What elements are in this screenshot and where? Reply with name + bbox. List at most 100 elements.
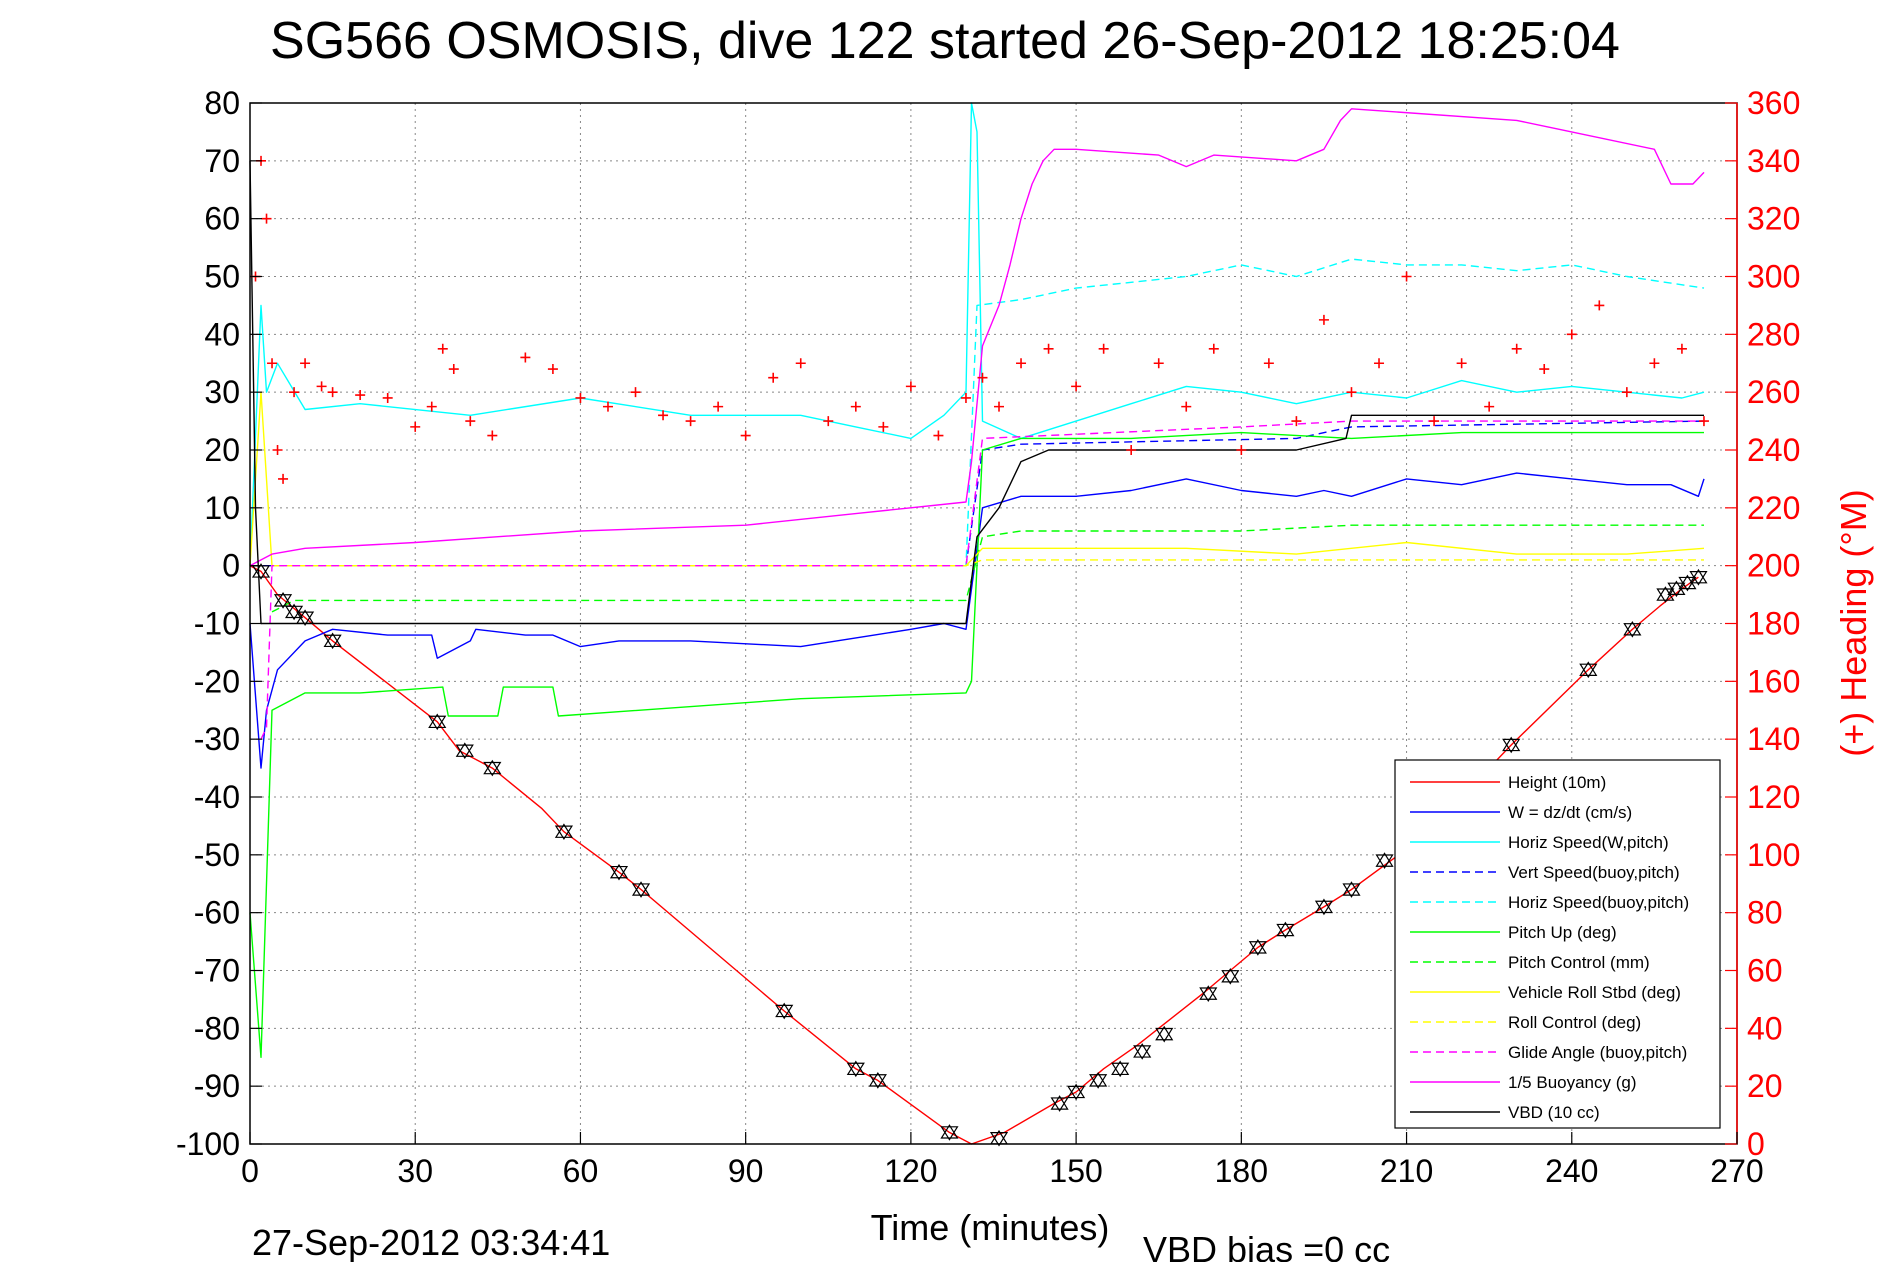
left-tick-label: 10 [204, 490, 240, 526]
heading-marker [1539, 364, 1550, 375]
heading-marker [1071, 381, 1082, 392]
heading-marker [437, 343, 448, 354]
heading-marker [905, 381, 916, 392]
depth-marker-down [1248, 941, 1267, 956]
heading-marker [1649, 358, 1660, 369]
right-tick-label: 80 [1747, 895, 1783, 931]
heading-marker [850, 401, 861, 412]
depth-marker-up [428, 713, 447, 729]
heading-marker [1236, 445, 1247, 455]
legend-label: W = dz/dt (cm/s) [1508, 803, 1632, 822]
heading-marker [327, 387, 338, 398]
depth-marker-up [323, 632, 342, 648]
x-axis-ticks: 0 30 60 90 120 150 180 210 240 270 [241, 1132, 1764, 1189]
right-tick-label: 260 [1747, 374, 1800, 410]
heading-marker [1126, 445, 1137, 455]
depth-marker-down [455, 744, 474, 760]
heading-marker [465, 416, 476, 427]
heading-marker [1401, 271, 1412, 282]
left-tick-label: -20 [194, 663, 240, 699]
series-line-6 [271, 524, 1704, 613]
right-tick-label: 280 [1747, 316, 1800, 352]
legend-label: Roll Control (deg) [1508, 1013, 1641, 1032]
right-tick-label: 240 [1747, 432, 1800, 468]
right-tick-label: 160 [1747, 663, 1800, 699]
heading-marker [267, 358, 278, 369]
depth-marker-up [1502, 736, 1521, 752]
heading-marker [1621, 387, 1632, 398]
right-tick-label: 140 [1747, 721, 1800, 757]
depth-marker-up [1155, 1025, 1174, 1041]
depth-marker-down [631, 883, 651, 898]
heading-marker [1594, 300, 1605, 311]
right-tick-label: 60 [1747, 953, 1783, 989]
right-tick-label: 200 [1747, 548, 1800, 584]
depth-marker-up [1342, 881, 1361, 896]
x-axis-label: Time (minutes) [871, 1207, 1110, 1248]
heading-marker [448, 364, 459, 375]
legend-label: Pitch Control (mm) [1508, 953, 1650, 972]
left-tick-label: 40 [204, 316, 240, 352]
left-tick-label: -10 [194, 606, 240, 642]
depth-marker-up [868, 1072, 887, 1087]
depth-marker-up [273, 592, 293, 607]
heading-marker [289, 387, 300, 398]
heading-markers-layer [250, 155, 1709, 484]
depth-marker-up [775, 1002, 794, 1018]
left-axis-ticks: 80 70 60 50 40 30 20 10 0 -10 -20 -30 -40 -50 -60 -70 -8… [176, 85, 262, 1162]
depth-marker-down [609, 865, 629, 881]
x-tick-label: 270 [1710, 1153, 1763, 1189]
series-line-9 [260, 420, 1704, 740]
depth-marker-up [1050, 1095, 1069, 1110]
x-tick-label: 180 [1215, 1153, 1268, 1189]
depth-marker-down [554, 825, 574, 841]
left-tick-label: -90 [194, 1068, 240, 1104]
heading-marker [382, 392, 393, 403]
x-tick-label: 90 [728, 1153, 764, 1189]
heading-marker [520, 352, 531, 363]
left-tick-label: 50 [204, 259, 240, 295]
heading-marker [1153, 358, 1164, 369]
depth-marker-down [1375, 854, 1394, 869]
right-tick-label: 120 [1747, 779, 1800, 815]
depth-marker-down [483, 761, 502, 777]
depth-marker-down [295, 611, 315, 627]
series-layer [249, 102, 1705, 1145]
heading-marker [713, 401, 724, 412]
depth-marker-down [1067, 1085, 1086, 1101]
left-tick-label: -100 [176, 1126, 240, 1162]
depth-marker-down [428, 715, 447, 731]
heading-marker [1484, 401, 1495, 412]
heading-marker [278, 473, 289, 484]
right-tick-label: 20 [1747, 1068, 1783, 1104]
heading-marker [602, 401, 613, 412]
x-tick-label: 0 [241, 1153, 259, 1189]
depth-markers-layer [251, 563, 1708, 1147]
depth-marker-down [1502, 738, 1521, 754]
right-axis-label: (+) Heading (°M) [1833, 489, 1874, 756]
heading-marker [261, 213, 272, 224]
depth-marker-up [1248, 939, 1267, 954]
right-tick-label: 360 [1747, 85, 1800, 121]
heading-marker [1374, 358, 1385, 369]
heading-marker [1698, 416, 1709, 427]
depth-marker-up [1067, 1083, 1086, 1099]
left-tick-label: -40 [194, 779, 240, 815]
depth-marker-up [483, 759, 502, 775]
series-line-10 [249, 108, 1705, 567]
left-tick-label: 0 [222, 548, 240, 584]
depth-marker-up [284, 603, 304, 619]
legend-label: Vehicle Roll Stbd (deg) [1508, 983, 1681, 1002]
x-tick-label: 240 [1545, 1153, 1598, 1189]
depth-marker-down [1689, 571, 1708, 586]
left-tick-label: -30 [194, 721, 240, 757]
heading-marker [1511, 343, 1522, 354]
depth-marker-down [1050, 1097, 1069, 1112]
right-tick-label: 340 [1747, 143, 1800, 179]
depth-marker-down [1667, 582, 1686, 598]
depth-marker-down [1623, 623, 1642, 638]
legend-label: Pitch Up (deg) [1508, 923, 1617, 942]
depth-marker-up [631, 881, 651, 896]
end-timestamp: 27-Sep-2012 03:34:41 [252, 1222, 610, 1262]
heading-marker [487, 430, 498, 441]
